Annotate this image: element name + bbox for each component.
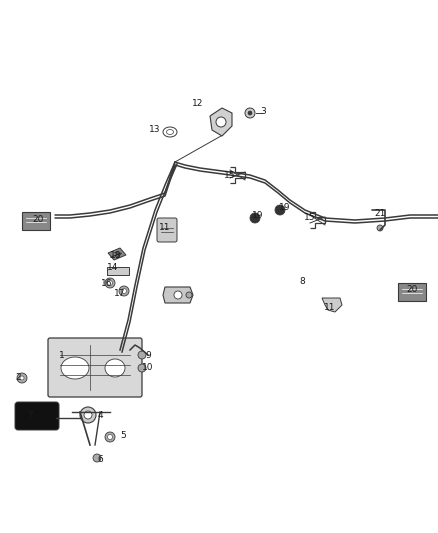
Text: 6: 6	[97, 456, 103, 464]
Text: 16: 16	[101, 279, 113, 287]
Text: 5: 5	[120, 431, 126, 440]
Text: 3: 3	[260, 108, 266, 117]
FancyBboxPatch shape	[398, 283, 426, 301]
Text: 1: 1	[59, 351, 65, 359]
Circle shape	[216, 117, 226, 127]
FancyBboxPatch shape	[48, 338, 142, 397]
Circle shape	[138, 364, 146, 372]
Text: 4: 4	[97, 410, 103, 419]
Text: 9: 9	[145, 351, 151, 359]
Text: 15: 15	[224, 171, 236, 180]
Circle shape	[107, 280, 113, 286]
Polygon shape	[322, 298, 342, 312]
Ellipse shape	[105, 359, 125, 377]
Circle shape	[119, 286, 129, 296]
Circle shape	[377, 225, 383, 231]
Circle shape	[174, 291, 182, 299]
Polygon shape	[210, 108, 232, 136]
Circle shape	[121, 288, 127, 294]
Text: 11: 11	[324, 303, 336, 312]
Circle shape	[17, 373, 27, 383]
Text: 18: 18	[110, 251, 122, 260]
FancyBboxPatch shape	[22, 212, 50, 230]
Ellipse shape	[166, 130, 173, 134]
Circle shape	[107, 434, 113, 440]
Text: 13: 13	[149, 125, 161, 134]
Circle shape	[20, 376, 24, 380]
Polygon shape	[108, 248, 126, 260]
Text: 12: 12	[192, 99, 204, 108]
Text: 7: 7	[27, 410, 33, 419]
Ellipse shape	[61, 357, 89, 379]
Text: 2: 2	[15, 374, 21, 383]
Text: 20: 20	[32, 215, 44, 224]
Circle shape	[250, 213, 260, 223]
Circle shape	[80, 407, 96, 423]
Circle shape	[84, 411, 92, 419]
Circle shape	[105, 432, 115, 442]
Circle shape	[186, 292, 192, 298]
Text: 8: 8	[299, 278, 305, 287]
Circle shape	[248, 111, 252, 115]
Circle shape	[138, 351, 146, 359]
Text: 10: 10	[142, 364, 154, 373]
Text: 11: 11	[159, 223, 171, 232]
Text: 19: 19	[252, 211, 264, 220]
Text: 19: 19	[279, 203, 291, 212]
Text: 20: 20	[406, 286, 418, 295]
FancyBboxPatch shape	[157, 218, 177, 242]
Circle shape	[245, 108, 255, 118]
FancyBboxPatch shape	[15, 402, 59, 430]
Circle shape	[105, 278, 115, 288]
Text: 15: 15	[304, 214, 316, 222]
Circle shape	[93, 454, 101, 462]
Text: 14: 14	[107, 263, 119, 272]
Polygon shape	[163, 287, 193, 303]
Text: 17: 17	[114, 288, 126, 297]
Circle shape	[275, 205, 285, 215]
Ellipse shape	[163, 127, 177, 137]
FancyBboxPatch shape	[107, 267, 129, 275]
Text: 21: 21	[374, 208, 386, 217]
